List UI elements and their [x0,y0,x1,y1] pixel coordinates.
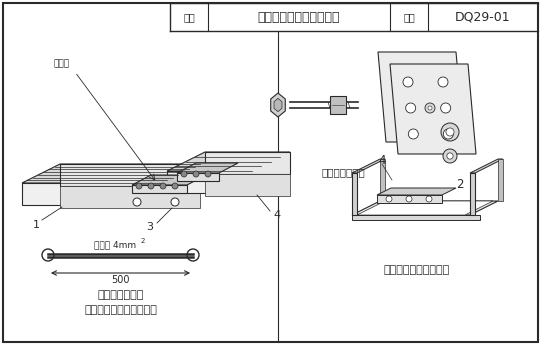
Polygon shape [274,98,282,111]
Circle shape [193,171,199,177]
Circle shape [394,91,404,101]
Polygon shape [352,173,357,215]
Circle shape [403,77,413,87]
Circle shape [446,128,454,136]
Polygon shape [352,159,385,173]
Text: 2: 2 [140,238,144,244]
Polygon shape [380,159,385,201]
Text: 跨接地线大样图: 跨接地线大样图 [97,290,144,300]
Polygon shape [377,195,442,203]
Circle shape [181,171,187,177]
Polygon shape [470,173,475,215]
Polygon shape [378,52,464,142]
Circle shape [428,106,432,110]
Circle shape [205,171,211,177]
Text: 槽型桥架跨接地安装方法: 槽型桥架跨接地安装方法 [84,305,157,315]
Text: 3: 3 [147,222,154,232]
Circle shape [133,198,141,206]
Text: 不小于 4mm: 不小于 4mm [95,240,136,249]
Polygon shape [60,186,200,208]
Polygon shape [377,188,456,195]
Circle shape [406,103,415,113]
Circle shape [443,149,457,163]
Polygon shape [132,175,206,185]
Polygon shape [132,185,187,193]
Text: 1: 1 [32,220,39,230]
Polygon shape [22,164,200,183]
Text: 图名: 图名 [183,12,195,22]
Text: 方矩螺栓大样图: 方矩螺栓大样图 [321,167,365,177]
Circle shape [171,198,179,206]
Bar [330,96,346,114]
Circle shape [160,183,166,189]
Text: 线槽、桥架接地跨接安装: 线槽、桥架接地跨接安装 [258,10,340,23]
Polygon shape [205,152,290,174]
Circle shape [438,77,448,87]
Polygon shape [167,152,290,171]
Circle shape [447,153,453,159]
Circle shape [426,196,432,202]
Circle shape [441,103,451,113]
Text: 4: 4 [378,154,386,167]
Polygon shape [470,159,503,173]
Polygon shape [167,171,252,193]
Text: 连接处: 连接处 [54,59,70,68]
Circle shape [408,129,418,139]
Polygon shape [205,174,290,196]
Polygon shape [270,93,285,117]
Polygon shape [357,201,493,215]
Polygon shape [498,159,503,201]
Text: 2: 2 [456,177,464,190]
Circle shape [426,65,436,75]
Circle shape [406,196,412,202]
Polygon shape [22,183,162,205]
Circle shape [397,117,406,127]
Text: 4: 4 [273,210,281,220]
Circle shape [172,183,178,189]
Polygon shape [177,163,238,173]
Polygon shape [390,64,476,154]
Circle shape [428,91,439,101]
Circle shape [431,117,441,127]
Polygon shape [60,164,200,186]
Text: 图号: 图号 [403,12,415,22]
Text: DQ29-01: DQ29-01 [455,10,511,23]
Circle shape [136,183,142,189]
Text: 镀锌线槽接地安装方法: 镀锌线槽接地安装方法 [384,265,450,275]
Polygon shape [352,201,498,215]
Circle shape [391,65,401,75]
Circle shape [386,196,392,202]
Text: 500: 500 [111,275,130,285]
Circle shape [443,129,453,139]
Circle shape [425,103,435,113]
Polygon shape [177,173,219,181]
Polygon shape [352,215,480,220]
Circle shape [148,183,154,189]
Circle shape [441,123,459,141]
